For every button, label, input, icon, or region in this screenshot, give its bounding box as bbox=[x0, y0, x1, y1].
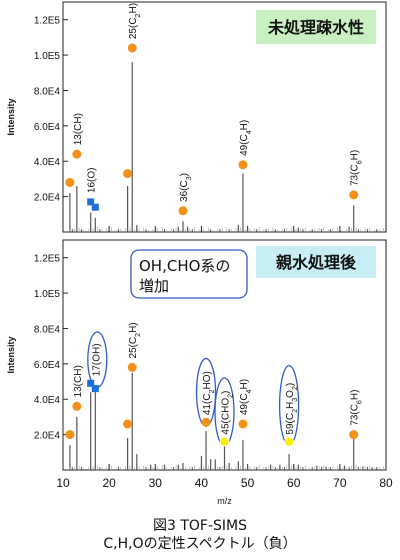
x-tick-label: 60 bbox=[287, 476, 301, 490]
y-tick-label: 2.0E4 bbox=[34, 431, 61, 442]
marker-circle bbox=[65, 177, 75, 187]
note-callout bbox=[130, 249, 248, 299]
x-tick-label: 30 bbox=[149, 476, 163, 490]
peak-label: 49(C4H) bbox=[239, 379, 253, 415]
peak-label: 41(C2HO) bbox=[202, 371, 216, 415]
marker-circle bbox=[72, 149, 82, 159]
x-tick-label: 70 bbox=[333, 476, 347, 490]
y-tick-label: 6.0E4 bbox=[34, 360, 61, 371]
panel-top: 2.0E4 4.0E4 6.0E4 8.0E4 1.0E5 1.2E5 Intensity 1… bbox=[6, 1, 387, 233]
y-tick-label: 1.0E5 bbox=[34, 51, 61, 62]
y-tick-label: 8.0E4 bbox=[34, 86, 61, 97]
peak-label: 49(C4H) bbox=[239, 120, 253, 156]
peak-label: 45(CHO2) bbox=[221, 391, 235, 435]
x-tick-label: 20 bbox=[102, 476, 116, 490]
x-tick-label: 80 bbox=[379, 476, 393, 490]
note-text: 増加 bbox=[139, 277, 169, 295]
marker-circle bbox=[127, 43, 137, 53]
marker-square bbox=[91, 203, 99, 211]
condition-label-box bbox=[256, 10, 376, 44]
marker-circle bbox=[178, 206, 188, 216]
spectrum-figure: 2.0E4 4.0E4 6.0E4 8.0E4 1.0E5 1.2E5 Intensity 1… bbox=[6, 1, 393, 506]
y-axis-label: Intensity bbox=[6, 98, 16, 135]
peak-label: 25(C2H) bbox=[128, 322, 142, 358]
condition-label: 未処理疎水性 bbox=[267, 18, 364, 37]
plot-frame bbox=[62, 1, 387, 233]
note-text: OH,CHO系の bbox=[139, 257, 230, 275]
caption-line-2: C,H,Oの定性スペクトル（負） bbox=[103, 536, 297, 552]
peak-label: 25(C2H) bbox=[128, 3, 142, 39]
x-tick-label: 50 bbox=[241, 476, 255, 490]
marker-circle bbox=[201, 417, 211, 427]
condition-label: 親水処理後 bbox=[276, 253, 357, 272]
peak-label: 13(CH) bbox=[73, 365, 84, 397]
marker-circle bbox=[238, 419, 248, 429]
condition-label-box bbox=[256, 246, 376, 278]
marker-circle bbox=[65, 430, 75, 440]
peak-label: 73(C6H) bbox=[350, 150, 364, 186]
marker-square bbox=[87, 379, 95, 387]
peak-label: 59(C2H3O2) bbox=[285, 383, 299, 435]
peak-label: 17(OH) bbox=[91, 343, 102, 376]
y-tick-label: 4.0E4 bbox=[34, 395, 61, 406]
marker-circle bbox=[349, 430, 359, 440]
y-tick-label: 1.2E5 bbox=[34, 254, 61, 265]
y-tick-label: 2.0E4 bbox=[34, 193, 61, 204]
peak-label: 73(C6H) bbox=[350, 390, 364, 426]
marker-circle bbox=[349, 190, 359, 200]
marker-circle bbox=[238, 160, 248, 170]
y-tick-label: 6.0E4 bbox=[34, 122, 61, 133]
x-axis-label: m/z bbox=[217, 496, 232, 506]
y-tick-label: 1.0E5 bbox=[34, 289, 61, 300]
x-tick-label: 10 bbox=[56, 476, 70, 490]
peak-label: 16(O) bbox=[87, 167, 98, 193]
y-tick-label: 8.0E4 bbox=[34, 324, 61, 335]
y-tick-label: 4.0E4 bbox=[34, 157, 61, 168]
panel-bottom: 2.0E4 4.0E4 6.0E4 8.0E4 1.0E5 1.2E5 Intensity 1… bbox=[6, 239, 393, 506]
x-tick-label: 40 bbox=[195, 476, 209, 490]
peak-label: 13(CH) bbox=[73, 113, 84, 145]
marker-circle bbox=[219, 436, 230, 447]
marker-square bbox=[87, 198, 95, 206]
y-tick-label: 1.2E5 bbox=[34, 16, 61, 27]
marker-circle bbox=[72, 401, 82, 411]
caption-line-1: 図3 TOF-SIMS bbox=[152, 518, 247, 534]
marker-circle bbox=[123, 169, 133, 179]
marker-square bbox=[91, 385, 99, 393]
marker-circle bbox=[127, 362, 137, 372]
marker-circle bbox=[123, 419, 133, 429]
y-axis-label: Intensity bbox=[6, 336, 16, 373]
peak-label: 36(C3) bbox=[179, 173, 193, 202]
marker-circle bbox=[284, 436, 295, 447]
